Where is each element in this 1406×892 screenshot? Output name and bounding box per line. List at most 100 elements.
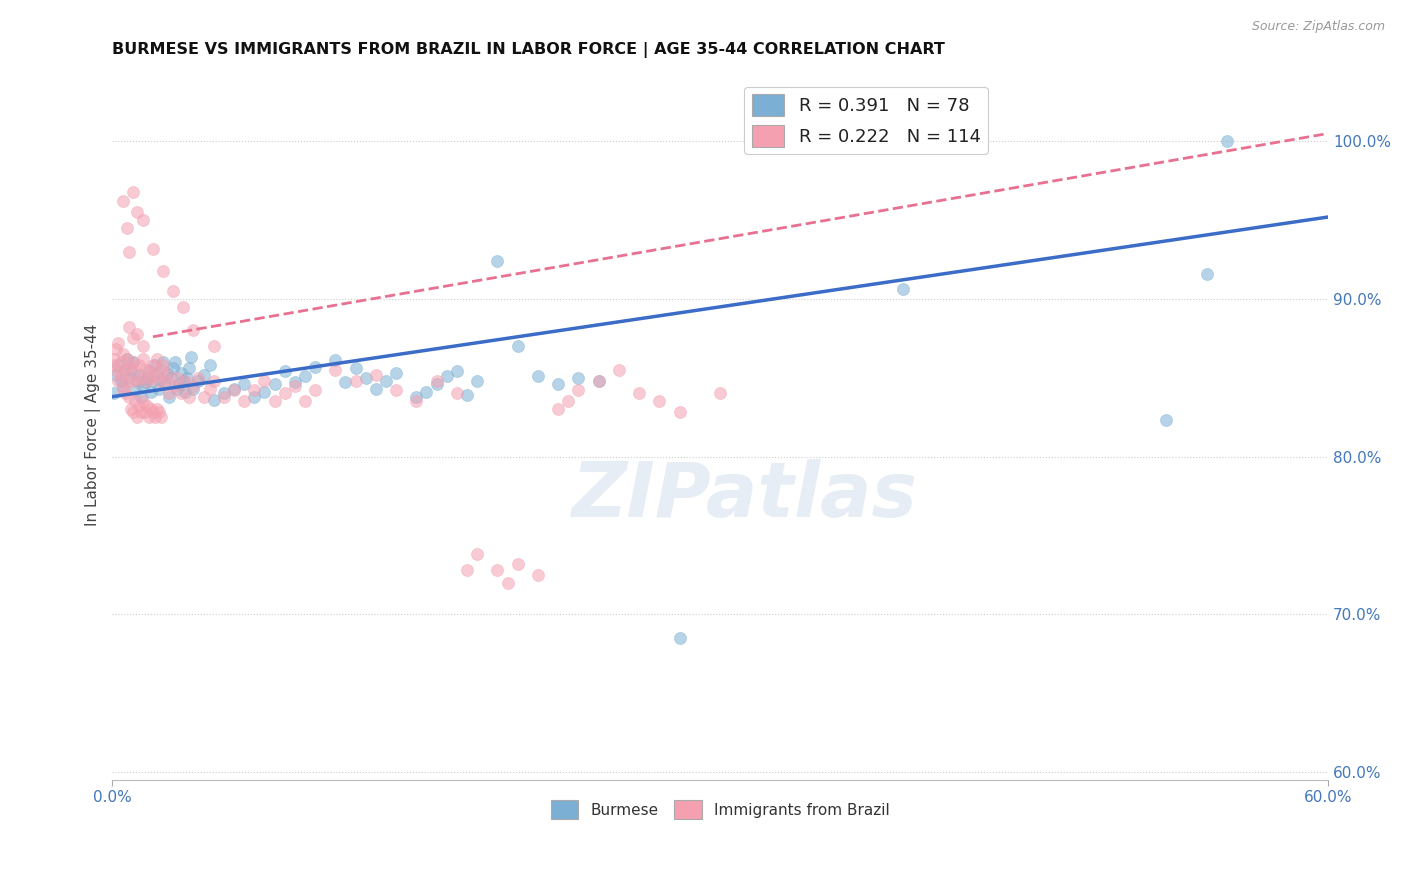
- Point: [107, 358, 129, 372]
- Point: [146, 402, 169, 417]
- Point: [273, 386, 295, 401]
- Point: [405, 390, 427, 404]
- Point: [165, 355, 187, 369]
- Point: [1195, 267, 1218, 281]
- Point: [176, 370, 198, 384]
- Point: [456, 563, 478, 577]
- Point: [465, 547, 488, 561]
- Point: [135, 399, 157, 413]
- Point: [110, 374, 132, 388]
- Point: [152, 355, 174, 369]
- Point: [125, 410, 148, 425]
- Point: [166, 382, 188, 396]
- Point: [115, 351, 138, 366]
- Point: [115, 351, 138, 366]
- Point: [335, 376, 357, 390]
- Point: [253, 384, 276, 399]
- Point: [125, 326, 148, 341]
- Point: [648, 394, 671, 409]
- Point: [588, 374, 610, 388]
- Point: [162, 284, 184, 298]
- Point: [375, 374, 398, 388]
- Point: [172, 300, 194, 314]
- Point: [193, 390, 215, 404]
- Point: [111, 382, 134, 396]
- Point: [152, 263, 174, 277]
- Point: [124, 363, 146, 377]
- Point: [183, 323, 205, 337]
- Point: [120, 402, 142, 417]
- Point: [157, 386, 180, 401]
- Point: [146, 366, 169, 380]
- Point: [160, 370, 183, 384]
- Point: [120, 363, 142, 377]
- Point: [294, 394, 316, 409]
- Point: [169, 377, 191, 392]
- Point: [125, 374, 148, 388]
- Point: [111, 378, 134, 392]
- Point: [107, 374, 129, 388]
- Point: [170, 366, 193, 380]
- Point: [135, 374, 157, 388]
- Point: [125, 205, 148, 219]
- Point: [129, 390, 152, 404]
- Point: [170, 386, 193, 401]
- Point: [117, 361, 139, 376]
- Point: [202, 374, 225, 388]
- Point: [183, 382, 205, 396]
- Point: [139, 370, 162, 384]
- Point: [222, 382, 245, 396]
- Point: [146, 351, 169, 366]
- Point: [105, 363, 128, 377]
- Point: [142, 374, 165, 388]
- Point: [135, 370, 157, 384]
- Point: [527, 567, 550, 582]
- Point: [186, 370, 208, 384]
- Point: [243, 390, 266, 404]
- Point: [162, 361, 184, 376]
- Point: [121, 355, 143, 369]
- Point: [174, 374, 197, 388]
- Point: [153, 374, 176, 388]
- Point: [121, 331, 143, 345]
- Point: [668, 405, 690, 419]
- Point: [323, 363, 346, 377]
- Point: [105, 343, 128, 357]
- Point: [323, 353, 346, 368]
- Point: [110, 368, 132, 382]
- Point: [588, 374, 610, 388]
- Point: [148, 405, 170, 419]
- Point: [134, 405, 156, 419]
- Point: [426, 374, 449, 388]
- Point: [446, 364, 468, 378]
- Text: ZIPatlas: ZIPatlas: [572, 459, 918, 533]
- Point: [132, 339, 155, 353]
- Point: [150, 363, 173, 377]
- Point: [103, 358, 125, 372]
- Point: [415, 384, 437, 399]
- Text: BURMESE VS IMMIGRANTS FROM BRAZIL IN LABOR FORCE | AGE 35-44 CORRELATION CHART: BURMESE VS IMMIGRANTS FROM BRAZIL IN LAB…: [112, 42, 945, 58]
- Point: [284, 376, 307, 390]
- Point: [668, 631, 690, 645]
- Point: [125, 374, 148, 388]
- Point: [150, 372, 173, 386]
- Point: [103, 351, 125, 366]
- Point: [117, 244, 139, 259]
- Point: [143, 368, 166, 382]
- Point: [128, 399, 150, 413]
- Point: [132, 351, 155, 366]
- Point: [115, 221, 138, 235]
- Point: [344, 361, 367, 376]
- Point: [506, 339, 529, 353]
- Point: [111, 194, 134, 209]
- Point: [124, 394, 146, 409]
- Point: [179, 361, 201, 376]
- Point: [110, 355, 132, 369]
- Point: [385, 366, 408, 380]
- Point: [891, 283, 914, 297]
- Point: [273, 364, 295, 378]
- Point: [202, 339, 225, 353]
- Point: [139, 384, 162, 399]
- Point: [124, 384, 146, 398]
- Point: [138, 363, 160, 377]
